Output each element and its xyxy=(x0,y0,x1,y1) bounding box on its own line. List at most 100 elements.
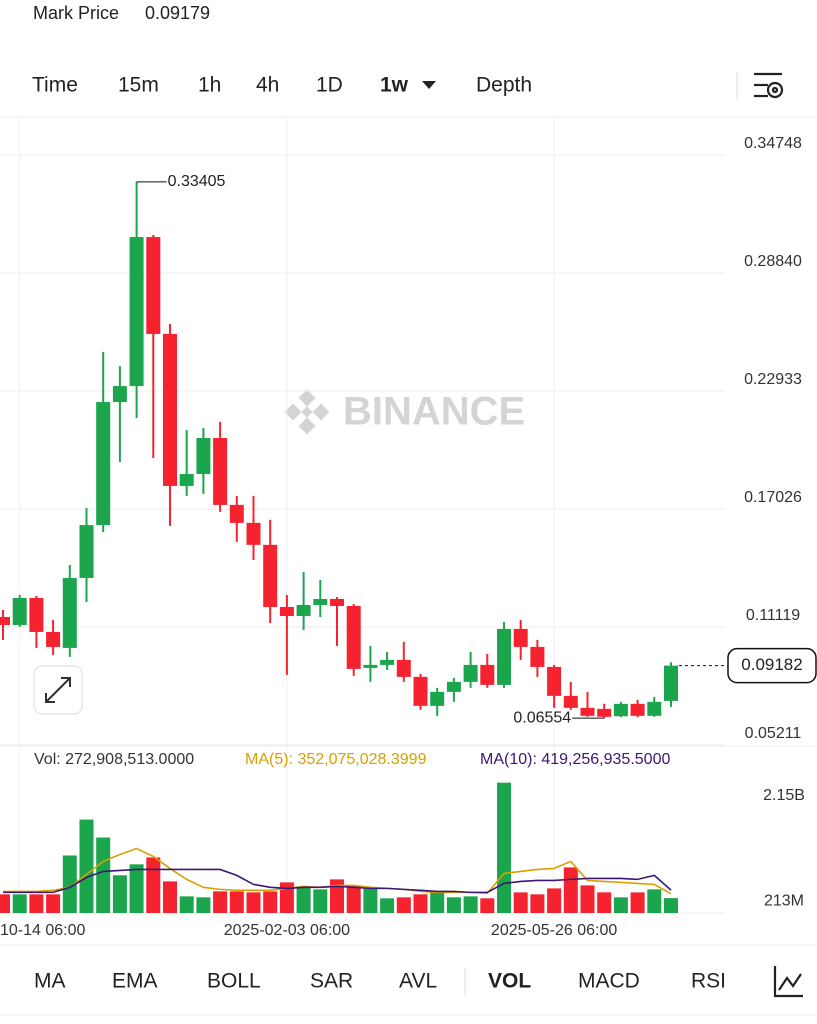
volume-bar xyxy=(480,898,495,913)
candle-body xyxy=(29,597,44,632)
indicator-tab[interactable]: EMA xyxy=(112,970,158,993)
candle-body xyxy=(12,597,27,625)
candle-body xyxy=(346,605,361,669)
candle-body xyxy=(213,437,228,505)
candle-body xyxy=(196,437,211,474)
volume-bar xyxy=(664,898,678,913)
volume-bar xyxy=(179,896,194,913)
volume-bar xyxy=(446,897,461,913)
volume-bar xyxy=(263,891,278,913)
candle-body xyxy=(463,664,478,682)
candle-body xyxy=(279,606,294,616)
watermark: BINANCE xyxy=(343,390,525,434)
settings-icon[interactable] xyxy=(754,72,784,99)
volume-bar xyxy=(213,891,228,913)
candle-body xyxy=(597,708,612,717)
y-tick-label: 0.28840 xyxy=(744,253,802,270)
last-price-label: 0.09182 xyxy=(741,655,802,674)
candle-body xyxy=(613,703,628,717)
timeframe-tab[interactable]: 15m xyxy=(118,74,159,97)
candle-body xyxy=(446,681,461,692)
candle-body xyxy=(229,504,244,523)
chart-icon[interactable] xyxy=(773,966,803,998)
indicator-tab[interactable]: MA xyxy=(34,970,66,993)
timeframe-tab[interactable]: 1w xyxy=(380,74,409,97)
volume-bar xyxy=(497,782,511,913)
volume-bar xyxy=(530,894,545,913)
candle-body xyxy=(263,544,278,607)
y-tick-label: 0.34748 xyxy=(744,135,802,152)
volume-bar xyxy=(29,894,44,913)
last-price-box xyxy=(727,647,817,684)
candle-body xyxy=(179,473,194,486)
indicator-tab[interactable]: MACD xyxy=(578,970,640,993)
volume-bar xyxy=(112,875,127,913)
candle-body xyxy=(497,628,511,685)
volume-bar xyxy=(12,894,27,913)
x-tick-label: 2025-05-26 06:00 xyxy=(491,922,617,939)
volume-bar xyxy=(380,898,395,913)
y-tick-label: 2.15B xyxy=(763,787,805,804)
candle-body xyxy=(79,525,94,579)
volume-bar xyxy=(396,897,411,913)
candle-body xyxy=(580,707,595,716)
candle-body xyxy=(630,703,645,716)
y-tick-label: 213M xyxy=(764,893,804,910)
candle-body xyxy=(480,664,495,685)
volume-bar xyxy=(296,886,311,913)
volume-bar xyxy=(229,891,244,913)
volume-bar xyxy=(613,897,628,913)
indicator-tab[interactable]: AVL xyxy=(399,970,437,993)
volume-bar xyxy=(246,892,261,913)
timeframe-tab[interactable]: 1D xyxy=(316,74,343,97)
timeframe-tab[interactable]: Depth xyxy=(476,74,532,97)
volume-bar xyxy=(430,891,445,913)
volume-bar xyxy=(580,885,595,913)
candle-body xyxy=(62,578,77,648)
volume-bar xyxy=(279,882,294,913)
y-tick-label: 0.11119 xyxy=(746,607,800,624)
candle-body xyxy=(163,333,177,486)
candle-body xyxy=(513,628,528,647)
indicator-tab[interactable]: BOLL xyxy=(207,970,261,993)
volume-bar xyxy=(146,857,161,913)
candle-body xyxy=(664,665,678,701)
volume-bar xyxy=(163,881,177,913)
candle-body xyxy=(313,598,328,605)
candle-body xyxy=(563,695,578,708)
volume-bar xyxy=(597,892,612,913)
volume-bar xyxy=(96,837,111,913)
candle-body xyxy=(146,237,161,334)
candle-body xyxy=(246,522,261,545)
candle-body xyxy=(46,631,61,647)
watermark-logo xyxy=(284,389,330,435)
indicator-tab[interactable]: RSI xyxy=(691,970,726,993)
candle-body xyxy=(296,604,311,616)
mark-price: 0.09179 xyxy=(145,3,210,23)
ma-line xyxy=(3,847,672,895)
volume-bar xyxy=(563,867,578,913)
indicator-readout: Vol: 272,908,513.0000 xyxy=(34,751,194,768)
volume-bar xyxy=(46,894,61,913)
timeframe-tab[interactable]: 1h xyxy=(198,74,221,97)
dropdown-caret xyxy=(422,81,436,89)
volume-bar xyxy=(330,879,344,913)
candle-body xyxy=(363,664,378,668)
volume-bar xyxy=(647,889,662,913)
candle-body xyxy=(96,402,111,526)
expand-button[interactable] xyxy=(33,665,83,715)
x-tick-label: 10-14 06:00 xyxy=(0,922,86,939)
timeframe-tab[interactable]: 4h xyxy=(256,74,279,97)
volume-bar xyxy=(0,894,10,913)
high-label: 0.33405 xyxy=(168,173,226,190)
volume-bar xyxy=(346,885,361,913)
candle-body xyxy=(647,701,662,716)
indicator-tab[interactable]: VOL xyxy=(488,970,531,993)
timeframe-tab[interactable]: Time xyxy=(32,74,78,97)
indicator-tab[interactable]: SAR xyxy=(310,970,353,993)
volume-bar xyxy=(630,892,645,913)
candle-body xyxy=(380,659,395,665)
candle-body xyxy=(547,666,562,696)
mark-price-label: Mark Price xyxy=(33,3,119,23)
